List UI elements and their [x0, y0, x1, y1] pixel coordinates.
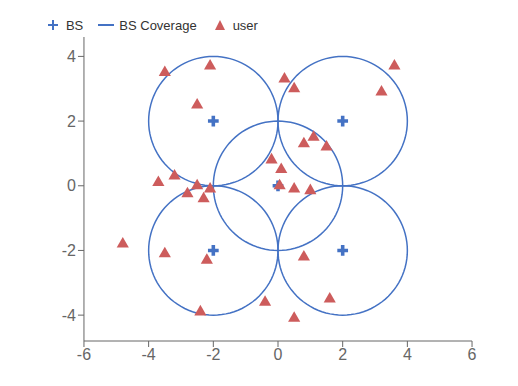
svg-text:0: 0 [274, 346, 283, 363]
svg-text:2: 2 [67, 113, 76, 130]
svg-text:-4: -4 [62, 307, 76, 324]
svg-text:6: 6 [468, 346, 477, 363]
svg-text:-6: -6 [77, 346, 91, 363]
svg-text:-2: -2 [62, 242, 76, 259]
svg-text:-2: -2 [206, 346, 220, 363]
html-text:user: user [232, 17, 258, 33]
svg-text:0: 0 [67, 177, 76, 194]
html-text:BS: BS [66, 17, 84, 33]
svg-text:4: 4 [403, 346, 412, 363]
svg-text:2: 2 [338, 346, 347, 363]
svg-text:4: 4 [67, 48, 76, 65]
svg-text:-4: -4 [142, 346, 156, 363]
html-text:BS Coverage: BS Coverage [119, 17, 197, 33]
